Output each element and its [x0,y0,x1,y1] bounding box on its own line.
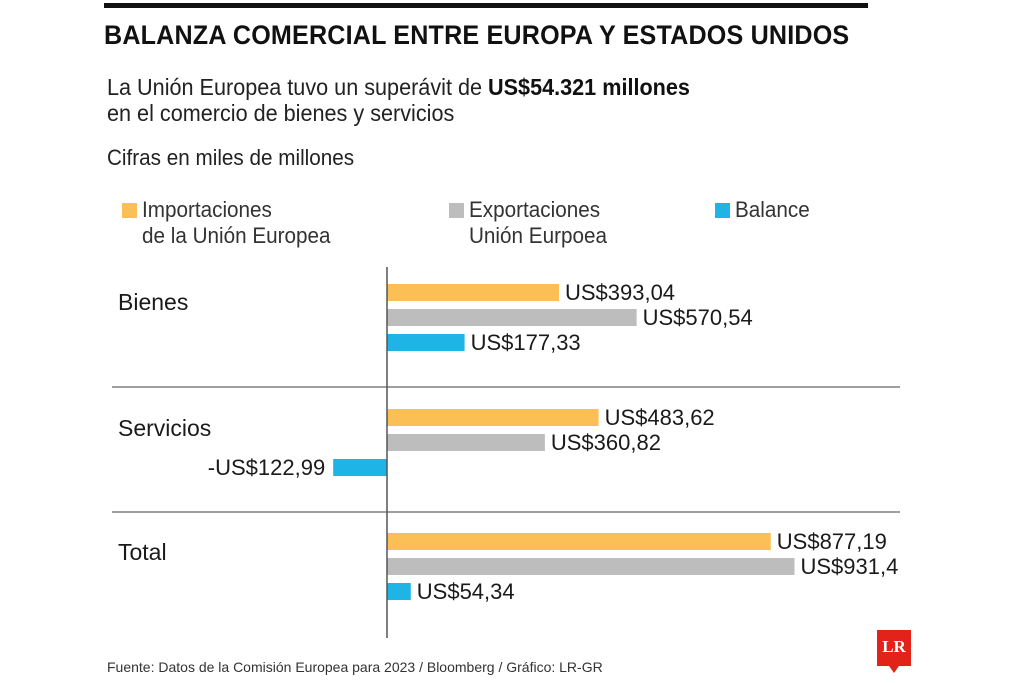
bar-importaciones [387,533,771,550]
bar-importaciones [387,284,559,301]
legend-swatch-exportaciones [449,203,464,218]
legend-label-exportaciones: Exportaciones Unión Eurpoea [469,197,607,249]
bar-balance [333,459,387,476]
legend-label-balance: Balance [735,197,810,222]
legend-swatch-balance [715,203,730,218]
legend-label-importaciones: Importaciones de la Unión Europea [142,197,331,249]
legend-exportaciones: Exportaciones Unión Eurpoea [449,197,616,249]
chart-title: BALANZA COMERCIAL ENTRE EUROPA Y ESTADOS… [104,20,850,50]
units-note: Cifras en miles de millones [107,145,355,170]
data-label-exportaciones: US$931,4 [800,554,898,579]
category-label: Total [118,539,167,565]
legend-export-line1: Exportaciones [469,197,601,222]
category-label: Servicios [118,415,211,441]
legend-importaciones: Importaciones de la Unión Europea [122,197,343,249]
source-footer: Fuente: Datos de la Comisión Europea par… [107,659,603,675]
legend-swatch-importaciones [122,203,137,218]
data-label-balance: US$177,33 [471,330,581,355]
bar-exportaciones [387,558,795,575]
lr-logo: LR [877,630,911,666]
category-label: Bienes [118,289,188,315]
data-label-exportaciones: US$360,82 [551,430,661,455]
top-rule [104,3,868,8]
data-label-importaciones: US$877,19 [777,529,887,554]
lr-logo-tail [889,666,899,673]
data-label-balance: -US$122,99 [208,455,325,480]
bar-balance [387,583,411,600]
legend-export-line2: Unión Eurpoea [469,223,607,248]
bar-balance [387,334,465,351]
bar-importaciones [387,409,599,426]
data-label-exportaciones: US$570,54 [643,305,753,330]
data-label-importaciones: US$483,62 [605,405,715,430]
bar-exportaciones [387,434,545,451]
legend-balance: Balance [715,197,815,223]
data-label-importaciones: US$393,04 [565,280,675,305]
chart-subtitle: La Unión Europea tuvo un superávit de US… [107,74,690,126]
legend-import-line1: Importaciones [142,197,272,222]
subtitle-highlight: US$54.321 millones [488,74,690,100]
legend-import-line2: de la Unión Europea [142,223,331,248]
subtitle-text-line2: en el comercio de bienes y servicios [107,100,455,126]
bar-exportaciones [387,309,637,326]
subtitle-text: La Unión Europea tuvo un superávit de [107,74,489,100]
data-label-balance: US$54,34 [417,579,515,604]
